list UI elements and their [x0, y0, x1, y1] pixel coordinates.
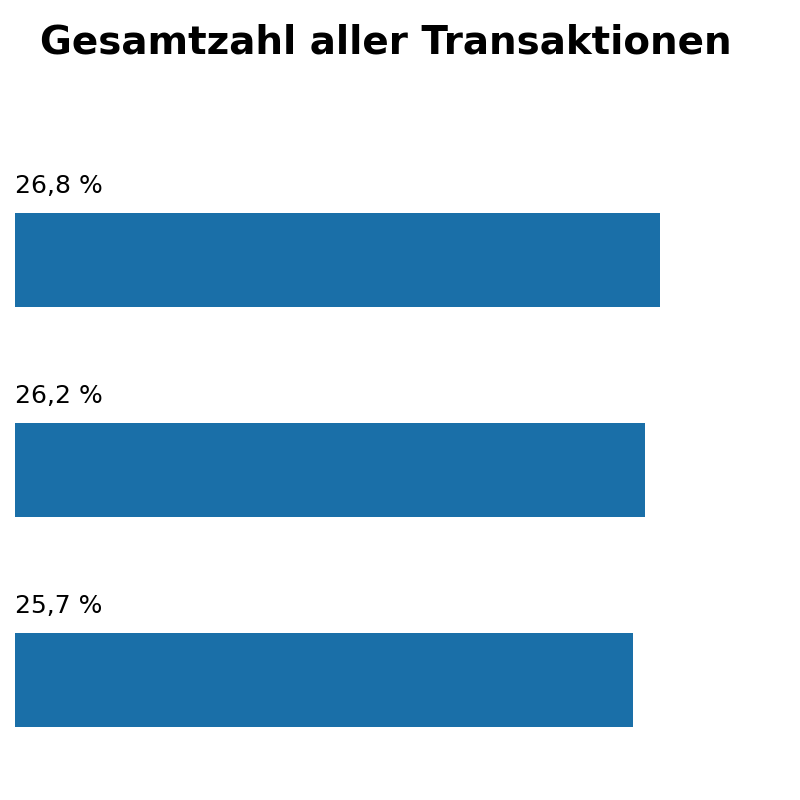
Bar: [15, 422, 646, 518]
Text: 26,8 %: 26,8 %: [15, 174, 102, 198]
Bar: [15, 213, 660, 307]
Text: 25,7 %: 25,7 %: [15, 594, 102, 618]
Bar: [15, 633, 634, 727]
Text: 26,2 %: 26,2 %: [15, 384, 102, 408]
Text: Gesamtzahl aller Transaktionen: Gesamtzahl aller Transaktionen: [40, 24, 732, 62]
